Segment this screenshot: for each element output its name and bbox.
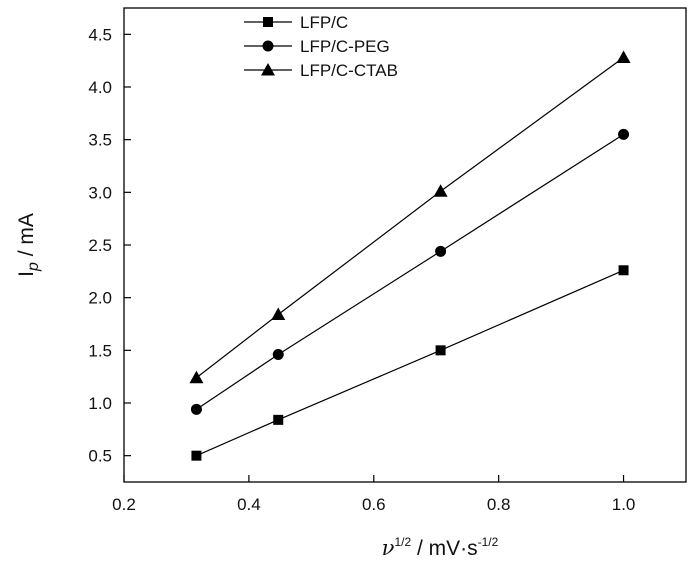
legend-item: LFP/C-PEG [244,37,390,56]
y-tick-label: 4.5 [88,25,112,44]
y-tick-label: 3.5 [88,131,112,150]
data-point [189,370,204,384]
y-axis-title-rest: / mA [15,213,38,262]
data-point [190,403,202,415]
data-point [618,265,629,276]
data-point [618,128,630,140]
x-axis-ticks: 0.2 0.4 0.6 0.8 1.0 [112,475,635,514]
plot-frame [123,7,687,483]
y-tick-label: 1.5 [88,341,112,360]
y-axis-title-sub: p [25,262,42,272]
x-tick-label: 0.2 [112,495,136,514]
data-point [433,184,448,197]
data-point [435,245,447,257]
data-point [191,450,202,461]
y-axis-ticks: 0.5 1.0 1.5 2.0 2.5 3.0 3.5 4.0 4.5 [88,25,131,466]
x-axis-title-unit: / mV·s [411,537,478,560]
data-point [272,349,284,361]
y-tick-label: 2.5 [88,236,112,255]
legend-marker [261,63,275,76]
legend-label: LFP/C-PEG [300,37,390,56]
legend: LFP/C LFP/C-PEG LFP/C-CTAB [244,13,398,80]
y-axis-title: Ip / mA [15,213,42,277]
y-tick-label: 2.0 [88,289,112,308]
legend-marker [262,40,274,52]
series-triangle [189,50,631,384]
legend-marker [263,17,273,27]
x-axis-title-sup: 1/2 [394,535,411,549]
x-axis-title: ν1/2 / mV·s-1/2 [382,535,499,560]
series-circle [190,128,630,415]
data-point [616,50,631,64]
legend-label: LFP/C-CTAB [300,61,398,80]
y-tick-label: 3.0 [88,183,112,202]
x-tick-label: 1.0 [612,495,636,514]
data-point [273,414,284,425]
data-point [435,345,446,356]
x-tick-label: 0.8 [487,495,511,514]
legend-item: LFP/C-CTAB [244,61,398,80]
x-tick-label: 0.6 [362,495,386,514]
data-point [271,307,286,321]
series-layer [189,50,631,461]
x-axis-title-symbol: ν [382,536,395,560]
y-axis-title-main: I [15,271,38,277]
series-line [196,133,624,410]
series-square [191,265,629,461]
legend-label: LFP/C [300,13,348,32]
y-tick-label: 0.5 [88,447,112,466]
series-line [196,57,624,379]
series-line [196,269,624,457]
x-axis-title-unit-sup: -1/2 [478,535,499,549]
y-tick-label: 1.0 [88,394,112,413]
legend-item: LFP/C [244,13,348,32]
x-tick-label: 0.4 [237,495,261,514]
y-tick-label: 4.0 [88,78,112,97]
